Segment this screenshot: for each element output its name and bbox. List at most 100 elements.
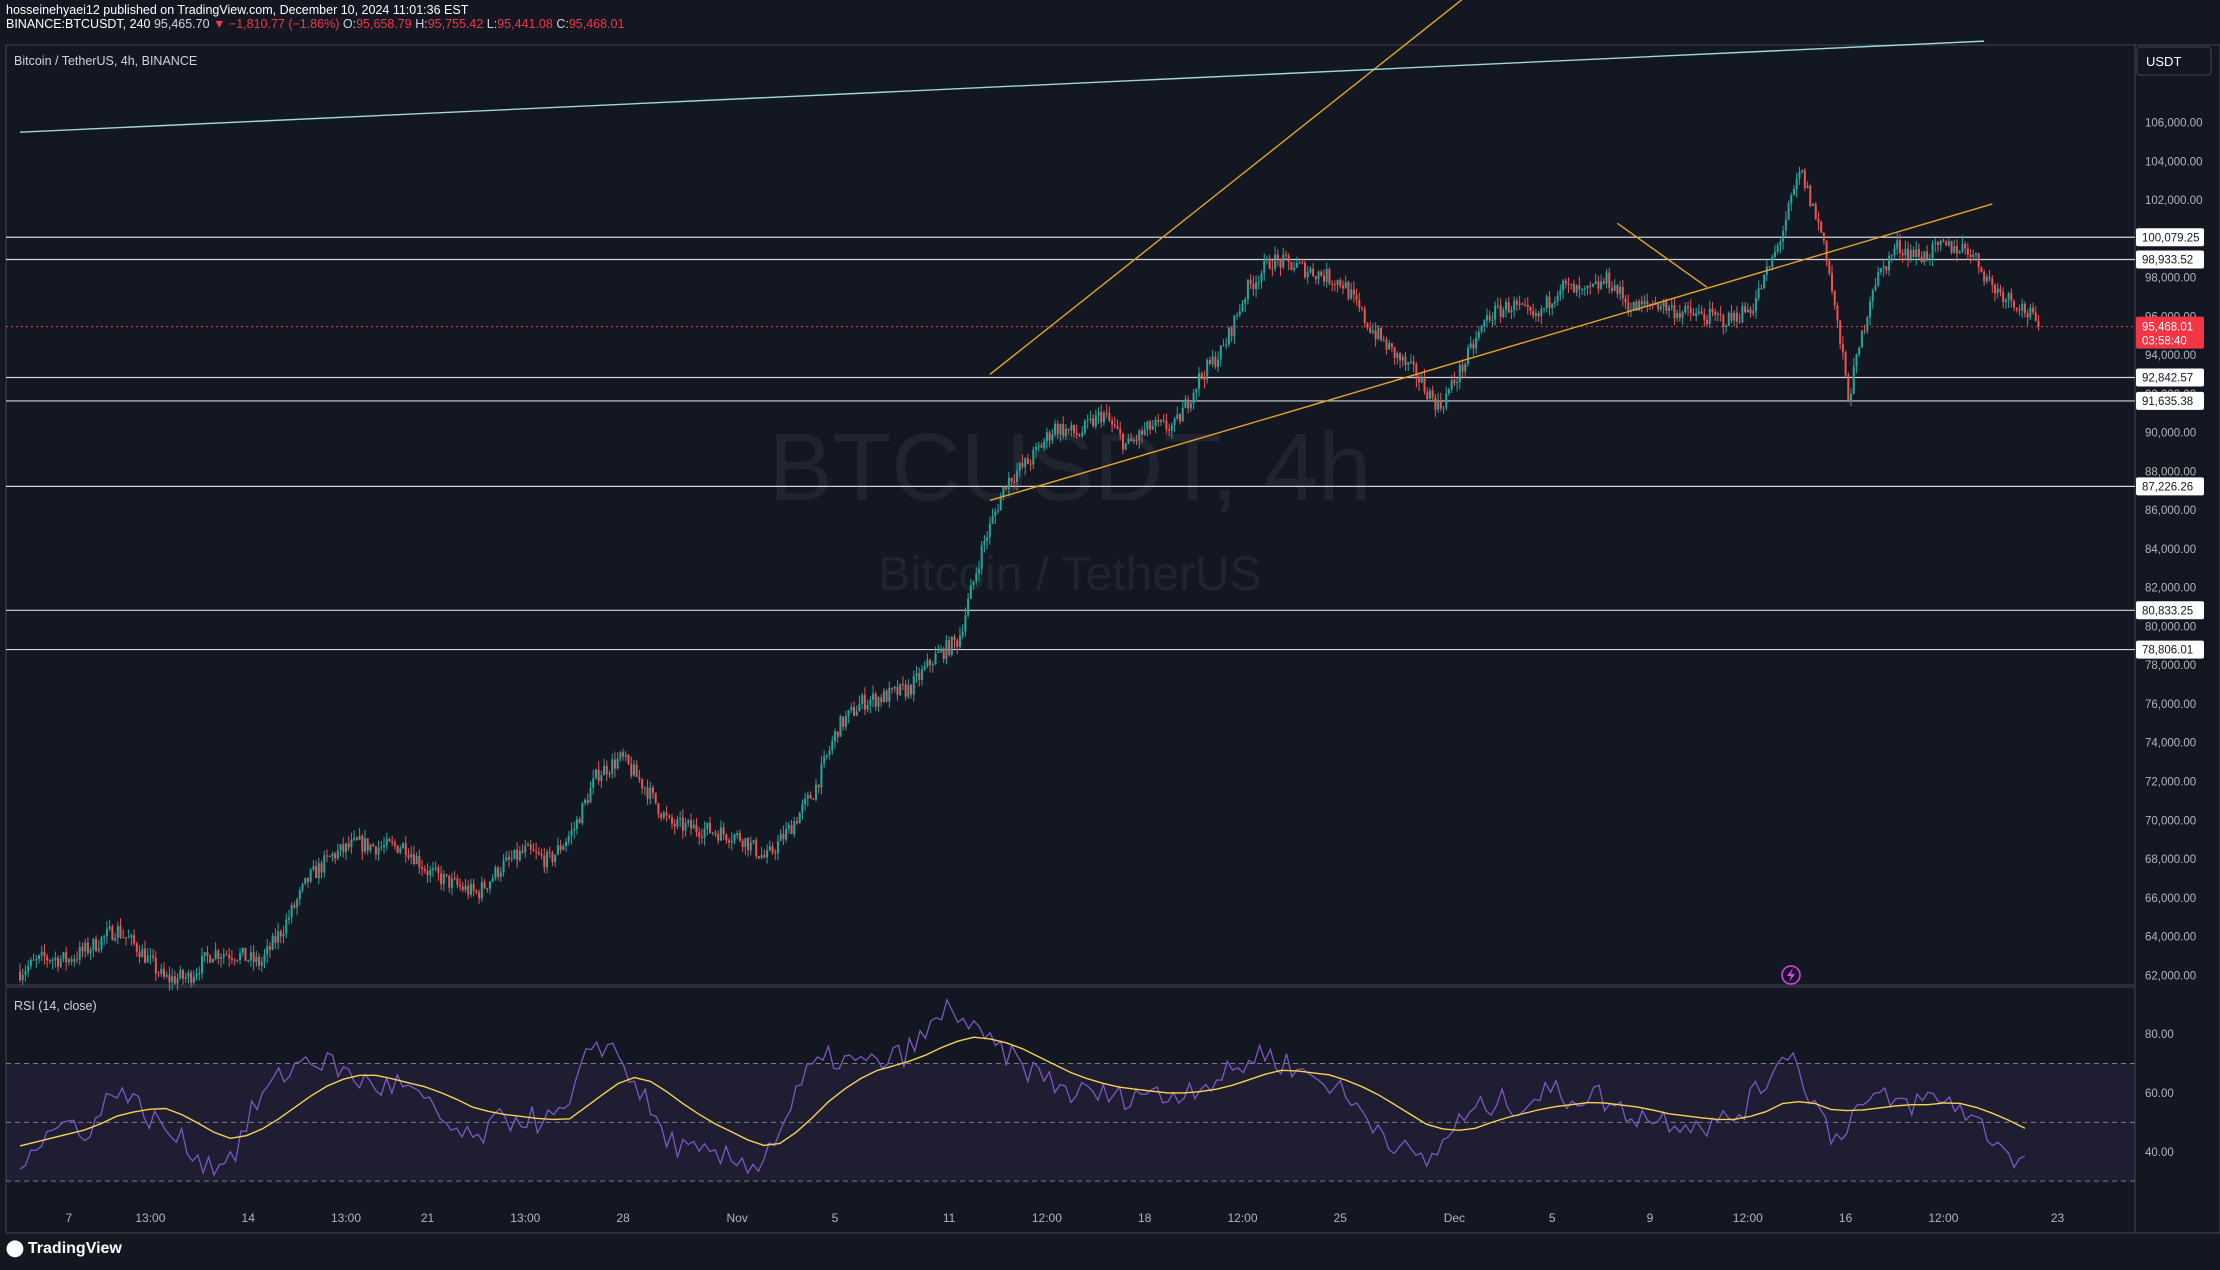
candle-body (1752, 311, 1755, 314)
candle-body (1578, 285, 1581, 290)
candle-body (1640, 301, 1643, 305)
candle-body (192, 976, 195, 983)
candle-body (266, 946, 269, 955)
candle-body (141, 948, 144, 958)
candle-body (1393, 346, 1396, 359)
pane-title: Bitcoin / TetherUS, 4h, BINANCE (14, 54, 197, 68)
candle-body (1907, 248, 1910, 260)
candle-body (1219, 345, 1222, 360)
tv-logo-icon: ⬤ (6, 1240, 24, 1257)
candle-body (812, 798, 815, 800)
candle-body (622, 752, 625, 757)
candle-body (1931, 243, 1934, 259)
candle-body (222, 954, 225, 958)
candle-body (1255, 282, 1258, 289)
candle-body (1135, 439, 1138, 441)
candle-body (1980, 267, 1983, 272)
candle-body (230, 958, 233, 960)
candle-body (494, 867, 497, 879)
candle-body (1556, 295, 1559, 302)
candle-body (1934, 242, 1937, 244)
candle-body (1716, 313, 1719, 315)
candle-body (1214, 356, 1217, 367)
candle-body (309, 869, 312, 882)
candle-body (1591, 283, 1594, 287)
candle-body (483, 882, 486, 889)
candle-body (1211, 356, 1214, 364)
candle-body (665, 812, 668, 816)
candle-body (529, 844, 532, 850)
candle-body (1162, 420, 1165, 422)
candle-body (1619, 286, 1622, 294)
candle-body (1056, 423, 1059, 435)
candle-body (29, 959, 32, 967)
candle-body (842, 716, 845, 727)
currency-button[interactable] (2136, 46, 2212, 76)
candle-body (592, 778, 595, 788)
time-tick-label: 5 (1549, 1211, 1556, 1225)
lightning-icon[interactable] (1781, 965, 1801, 985)
time-tick-label: 21 (421, 1211, 435, 1225)
tv-logo-text: TradingView (27, 1240, 122, 1257)
candle-body (135, 943, 138, 952)
candle-body (279, 931, 282, 937)
candle-body (904, 684, 907, 697)
time-tick-label: 5 (832, 1211, 839, 1225)
candle-body (220, 957, 223, 959)
candle-body (287, 917, 290, 920)
candle-body (1602, 281, 1605, 284)
candle-body (1912, 250, 1915, 257)
candle-body (632, 764, 635, 776)
candle-body (1121, 433, 1124, 450)
candle-body (684, 822, 687, 831)
candle-body (1179, 414, 1182, 422)
candle-body (1494, 305, 1497, 320)
candle-body (744, 838, 747, 847)
candle-body (320, 863, 323, 873)
candle-body (130, 935, 133, 938)
candle-body (1420, 377, 1423, 383)
candle-body (1236, 315, 1239, 317)
candle-body (154, 957, 157, 974)
open-label: O: (342, 17, 357, 31)
candle-body (836, 731, 839, 737)
candle-body (1757, 287, 1760, 298)
price-scale[interactable] (2134, 44, 2220, 1234)
candle-body (1075, 433, 1078, 435)
candle-body (1643, 301, 1646, 305)
candle-body (1333, 284, 1336, 286)
candle-body (1355, 294, 1358, 300)
candle-body (850, 706, 853, 711)
candle-body (804, 798, 807, 805)
candle-body (1189, 403, 1192, 409)
close-value: 95,468.01 (568, 17, 625, 31)
candle-body (304, 877, 307, 884)
candle-body (350, 839, 353, 848)
candle-body (1274, 254, 1277, 269)
candle-body (1687, 306, 1690, 308)
candle-body (260, 961, 263, 966)
candle-body (442, 874, 445, 885)
candle-body (1067, 428, 1070, 431)
candle-body (776, 841, 779, 854)
candle-body (1942, 240, 1945, 242)
candle-body (950, 636, 953, 655)
candle-body (1431, 390, 1434, 398)
candle-body (910, 684, 913, 695)
countdown-label: 03:58:40 (2142, 336, 2187, 348)
candle-body (1888, 255, 1891, 271)
candle-body (46, 956, 49, 961)
candle-body (1366, 323, 1369, 328)
candle-body (2037, 320, 2040, 327)
candle-body (1238, 311, 1241, 316)
candle-body (1309, 268, 1312, 272)
candle-body (855, 711, 858, 716)
candle-body (271, 936, 274, 950)
level-badge (2136, 391, 2204, 410)
candle-body (1621, 286, 1624, 299)
candle-body (1877, 272, 1880, 286)
candle-body (84, 942, 87, 952)
candle-body (1342, 285, 1345, 289)
candle-body (1021, 463, 1024, 467)
